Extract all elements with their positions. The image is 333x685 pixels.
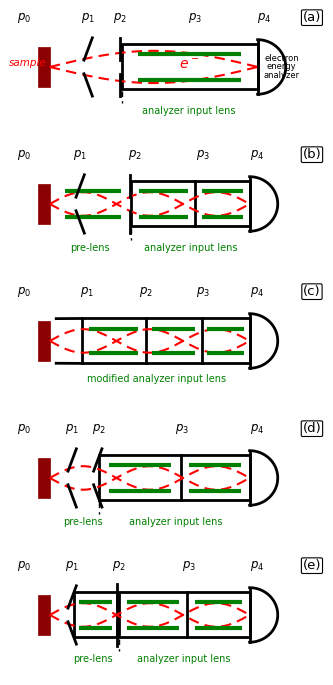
Text: (d): (d) xyxy=(303,422,321,435)
Text: $p_1$: $p_1$ xyxy=(80,285,94,299)
Bar xyxy=(38,595,50,635)
Bar xyxy=(131,182,250,227)
Text: $p_1$: $p_1$ xyxy=(73,148,87,162)
Text: $p_1$: $p_1$ xyxy=(81,11,95,25)
Text: $e^-$: $e^-$ xyxy=(179,58,199,71)
Bar xyxy=(38,47,50,87)
Bar xyxy=(82,319,250,364)
Bar xyxy=(99,456,250,501)
Text: pre-lens: pre-lens xyxy=(64,517,103,527)
Text: $p_2$: $p_2$ xyxy=(113,11,127,25)
Text: analyzer: analyzer xyxy=(263,71,300,80)
Text: (b): (b) xyxy=(303,148,321,161)
Text: pre-lens: pre-lens xyxy=(73,654,113,664)
Text: $p_1$: $p_1$ xyxy=(65,422,79,436)
Text: analyzer input lens: analyzer input lens xyxy=(142,106,236,116)
Text: (e): (e) xyxy=(303,559,321,572)
Text: $p_4$: $p_4$ xyxy=(257,11,271,25)
Text: $p_2$: $p_2$ xyxy=(112,559,126,573)
Text: $p_0$: $p_0$ xyxy=(17,559,31,573)
Text: $p_0$: $p_0$ xyxy=(17,285,31,299)
Text: $p_0$: $p_0$ xyxy=(17,11,31,25)
Text: pre-lens: pre-lens xyxy=(70,243,110,253)
Text: $p_3$: $p_3$ xyxy=(182,559,196,573)
Bar xyxy=(38,458,50,498)
Text: $p_2$: $p_2$ xyxy=(92,422,106,436)
Text: $p_1$: $p_1$ xyxy=(65,559,79,573)
Text: $p_3$: $p_3$ xyxy=(196,285,210,299)
Bar xyxy=(122,45,258,90)
Bar xyxy=(119,593,250,638)
Bar xyxy=(38,184,50,224)
Text: $p_4$: $p_4$ xyxy=(250,559,265,573)
Text: $p_4$: $p_4$ xyxy=(250,285,265,299)
Text: energy: energy xyxy=(267,62,296,71)
Text: modified analyzer input lens: modified analyzer input lens xyxy=(87,374,226,384)
Text: $p_3$: $p_3$ xyxy=(188,11,202,25)
Text: analyzer input lens: analyzer input lens xyxy=(129,517,223,527)
Text: analyzer input lens: analyzer input lens xyxy=(137,654,231,664)
Text: $p_4$: $p_4$ xyxy=(250,422,265,436)
Bar xyxy=(38,321,50,361)
Text: $p_3$: $p_3$ xyxy=(175,422,189,436)
Text: analyzer input lens: analyzer input lens xyxy=(144,243,237,253)
Text: (c): (c) xyxy=(303,285,321,298)
Text: (a): (a) xyxy=(303,11,321,24)
Text: $p_4$: $p_4$ xyxy=(250,148,265,162)
Text: $p_0$: $p_0$ xyxy=(17,148,31,162)
Bar xyxy=(74,593,117,638)
Text: sample: sample xyxy=(9,58,47,68)
Text: $p_0$: $p_0$ xyxy=(17,422,31,436)
Text: $p_2$: $p_2$ xyxy=(139,285,153,299)
Text: electron: electron xyxy=(264,54,299,63)
Text: $p_2$: $p_2$ xyxy=(128,148,142,162)
Text: $p_3$: $p_3$ xyxy=(196,148,210,162)
